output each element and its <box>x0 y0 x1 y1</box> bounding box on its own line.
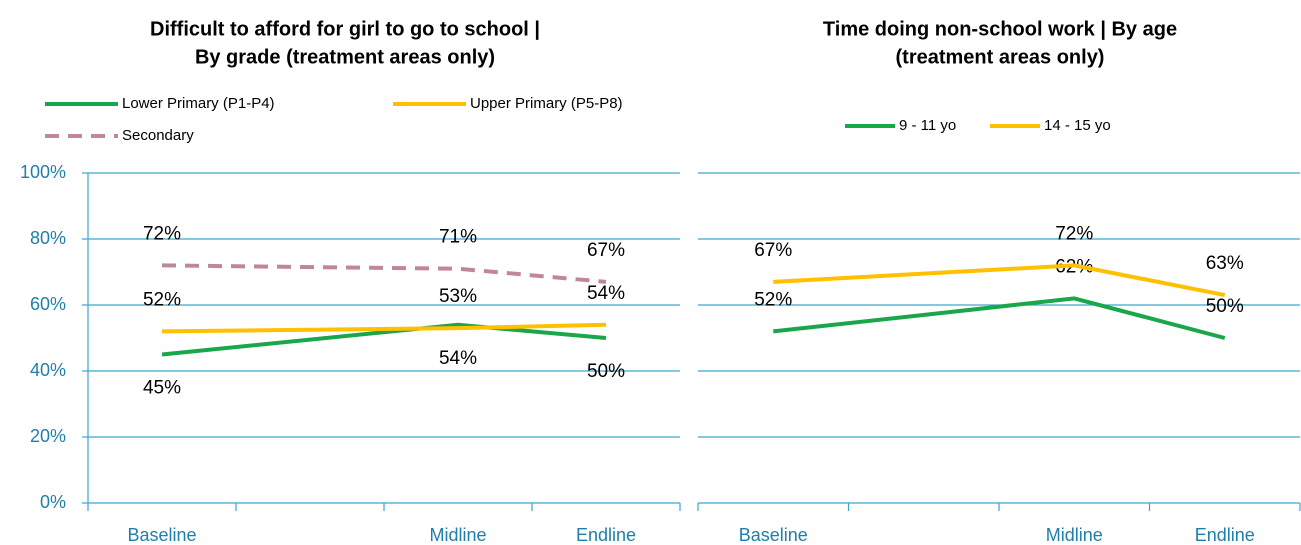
legend-label: 14 - 15 yo <box>1044 117 1111 134</box>
data-label: 72% <box>143 223 181 244</box>
data-label: 67% <box>754 240 792 261</box>
y-tick-label: 20% <box>30 426 66 446</box>
data-label: 63% <box>1206 253 1244 274</box>
data-label: 50% <box>587 361 625 382</box>
series-line <box>161 263 607 284</box>
data-label: 67% <box>587 240 625 261</box>
chart-title: By grade (treatment areas only) <box>195 46 495 68</box>
x-tick-label: Baseline <box>127 525 196 545</box>
chart-title: Time doing non-school work | By age <box>823 18 1177 40</box>
y-tick-label: 80% <box>30 228 66 248</box>
chart-title: (treatment areas only) <box>896 46 1105 68</box>
legend-label: Upper Primary (P5-P8) <box>470 95 623 112</box>
series-line <box>773 263 1226 298</box>
y-tick-label: 40% <box>30 360 66 380</box>
data-label: 53% <box>439 286 477 307</box>
data-label: 52% <box>754 289 792 310</box>
series-line <box>161 322 607 334</box>
x-tick-label: Baseline <box>739 525 808 545</box>
series-line <box>161 322 607 357</box>
data-label: 71% <box>439 227 477 248</box>
series-line <box>773 296 1226 340</box>
data-label: 54% <box>439 348 477 369</box>
x-tick-label: Midline <box>429 525 486 545</box>
data-label: 54% <box>587 283 625 304</box>
data-label: 72% <box>1055 223 1093 244</box>
x-tick-label: Endline <box>576 525 636 545</box>
legend-label: Secondary <box>122 127 194 144</box>
y-tick-label: 60% <box>30 294 66 314</box>
legend-label: Lower Primary (P1-P4) <box>122 95 275 112</box>
y-tick-label: 0% <box>40 492 66 512</box>
data-label: 50% <box>1206 296 1244 317</box>
x-tick-label: Midline <box>1046 525 1103 545</box>
chart-title: Difficult to afford for girl to go to sc… <box>150 18 540 40</box>
data-label: 45% <box>143 378 181 399</box>
x-tick-label: Endline <box>1195 525 1255 545</box>
legend-label: 9 - 11 yo <box>899 117 956 134</box>
y-tick-label: 100% <box>20 162 66 182</box>
data-label: 52% <box>143 289 181 310</box>
